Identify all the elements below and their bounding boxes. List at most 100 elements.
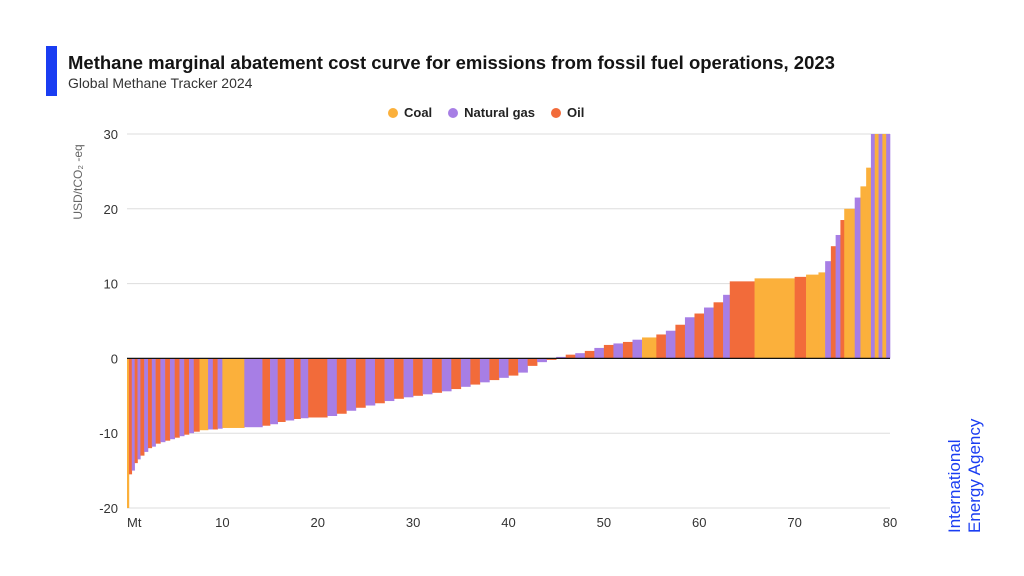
bar-segment [470,358,481,385]
bar-segment [193,358,200,432]
bar-segment [293,358,301,419]
bar-segment [374,358,385,404]
bar-segment [127,358,130,508]
legend-swatch-natural-gas [448,107,459,118]
bar-segment [422,358,433,395]
bar-segment [860,186,867,359]
bar-segment [300,358,309,419]
legend-item-natural-gas[interactable]: Natural gas [448,105,535,120]
bar-segment [854,197,861,359]
y-tick-label: -20 [99,501,118,516]
bar-segment [656,334,667,359]
legend-label-natural-gas: Natural gas [464,105,535,120]
bar-segment [441,358,452,392]
y-tick-label: 30 [104,127,118,142]
chart-title: Methane marginal abatement cost curve fo… [68,52,835,73]
bar-segment [603,344,614,359]
bar-segment [632,339,643,359]
bar-segment [830,246,836,359]
bar-segment [806,274,819,359]
bar-segment [432,358,443,393]
accent-bar [46,46,57,96]
bar-segment [140,358,145,456]
bar-segment [844,208,856,359]
bar-segment [208,358,214,430]
bar-segment [137,358,141,460]
x-tick-label: 70 [787,515,801,530]
legend-item-oil[interactable]: Oil [550,105,585,120]
bar-segment [131,358,135,471]
bar-segment [575,353,586,359]
iea-logo: International Energy Agency [945,418,984,533]
bar-segment [878,134,883,359]
brand-line1: International [945,439,964,533]
bar-segment [694,313,705,359]
bar-segment [336,358,347,414]
bar-segment [704,307,714,359]
bar-segment [308,358,328,418]
legend-swatch-coal [388,107,398,118]
bar-segment [144,358,149,452]
bar-segment [270,358,278,425]
bar-segment [835,234,841,359]
bar-segment [729,281,755,359]
x-tick-label: 50 [597,515,611,530]
bar-segment [565,354,576,359]
x-tick-label: 10 [215,515,229,530]
x-tick-label: 20 [311,515,325,530]
brand-line2: Energy Agency [965,418,984,533]
bar-segment [518,358,528,373]
bar-segment [160,358,166,443]
bar-segment [277,358,286,422]
bar-segment [188,358,195,434]
y-tick-label: 20 [104,202,118,217]
bar-segment [262,358,271,426]
bar-segment [222,358,237,428]
bar-segment [169,358,175,440]
x-tick-label: 80 [883,515,897,530]
bar-segment [365,358,376,406]
bar-segment [217,358,223,429]
legend-item-coal[interactable]: Coal [388,105,432,120]
legend: Coal Natural gas Oil [388,105,584,120]
bar-segment [184,358,190,435]
bar-segment [665,330,676,359]
bar-segment [165,358,171,441]
legend-swatch-oil [550,107,561,118]
bar-segment [174,358,180,438]
bar-segment [413,358,423,396]
bar-segment [713,302,724,359]
x-unit-label: Mt [127,515,142,530]
bar-segment [882,134,887,359]
bar-segment [794,276,807,359]
x-tick-label: 40 [501,515,515,530]
bar-segment [723,294,731,359]
bar-segment [498,358,509,378]
bar-segment [866,167,872,359]
bar-segment [212,358,218,430]
y-tick-label: -10 [99,426,118,441]
bar-segment [556,356,567,359]
bar-segment [537,358,547,363]
bar-segment [886,134,891,359]
bar-segment [179,358,185,437]
bar-segment [134,358,138,464]
bar-segment [460,358,471,387]
bar-segment [403,358,414,398]
bar-segment [151,358,156,447]
bar-segment [199,358,209,431]
bar-segment [642,337,657,359]
legend-label-oil: Oil [566,105,585,120]
bar-segment [508,358,519,376]
bar-segment [818,272,826,359]
y-tick-label: 10 [104,277,118,292]
bar-segment [244,358,263,428]
x-tick-label: 60 [692,515,706,530]
bar-segment [584,350,595,359]
bar-segment [479,358,490,383]
y-tick-label: 0 [111,351,118,366]
bar-segment [684,317,695,359]
bar-segment [285,358,295,421]
bar-segment [236,358,245,428]
